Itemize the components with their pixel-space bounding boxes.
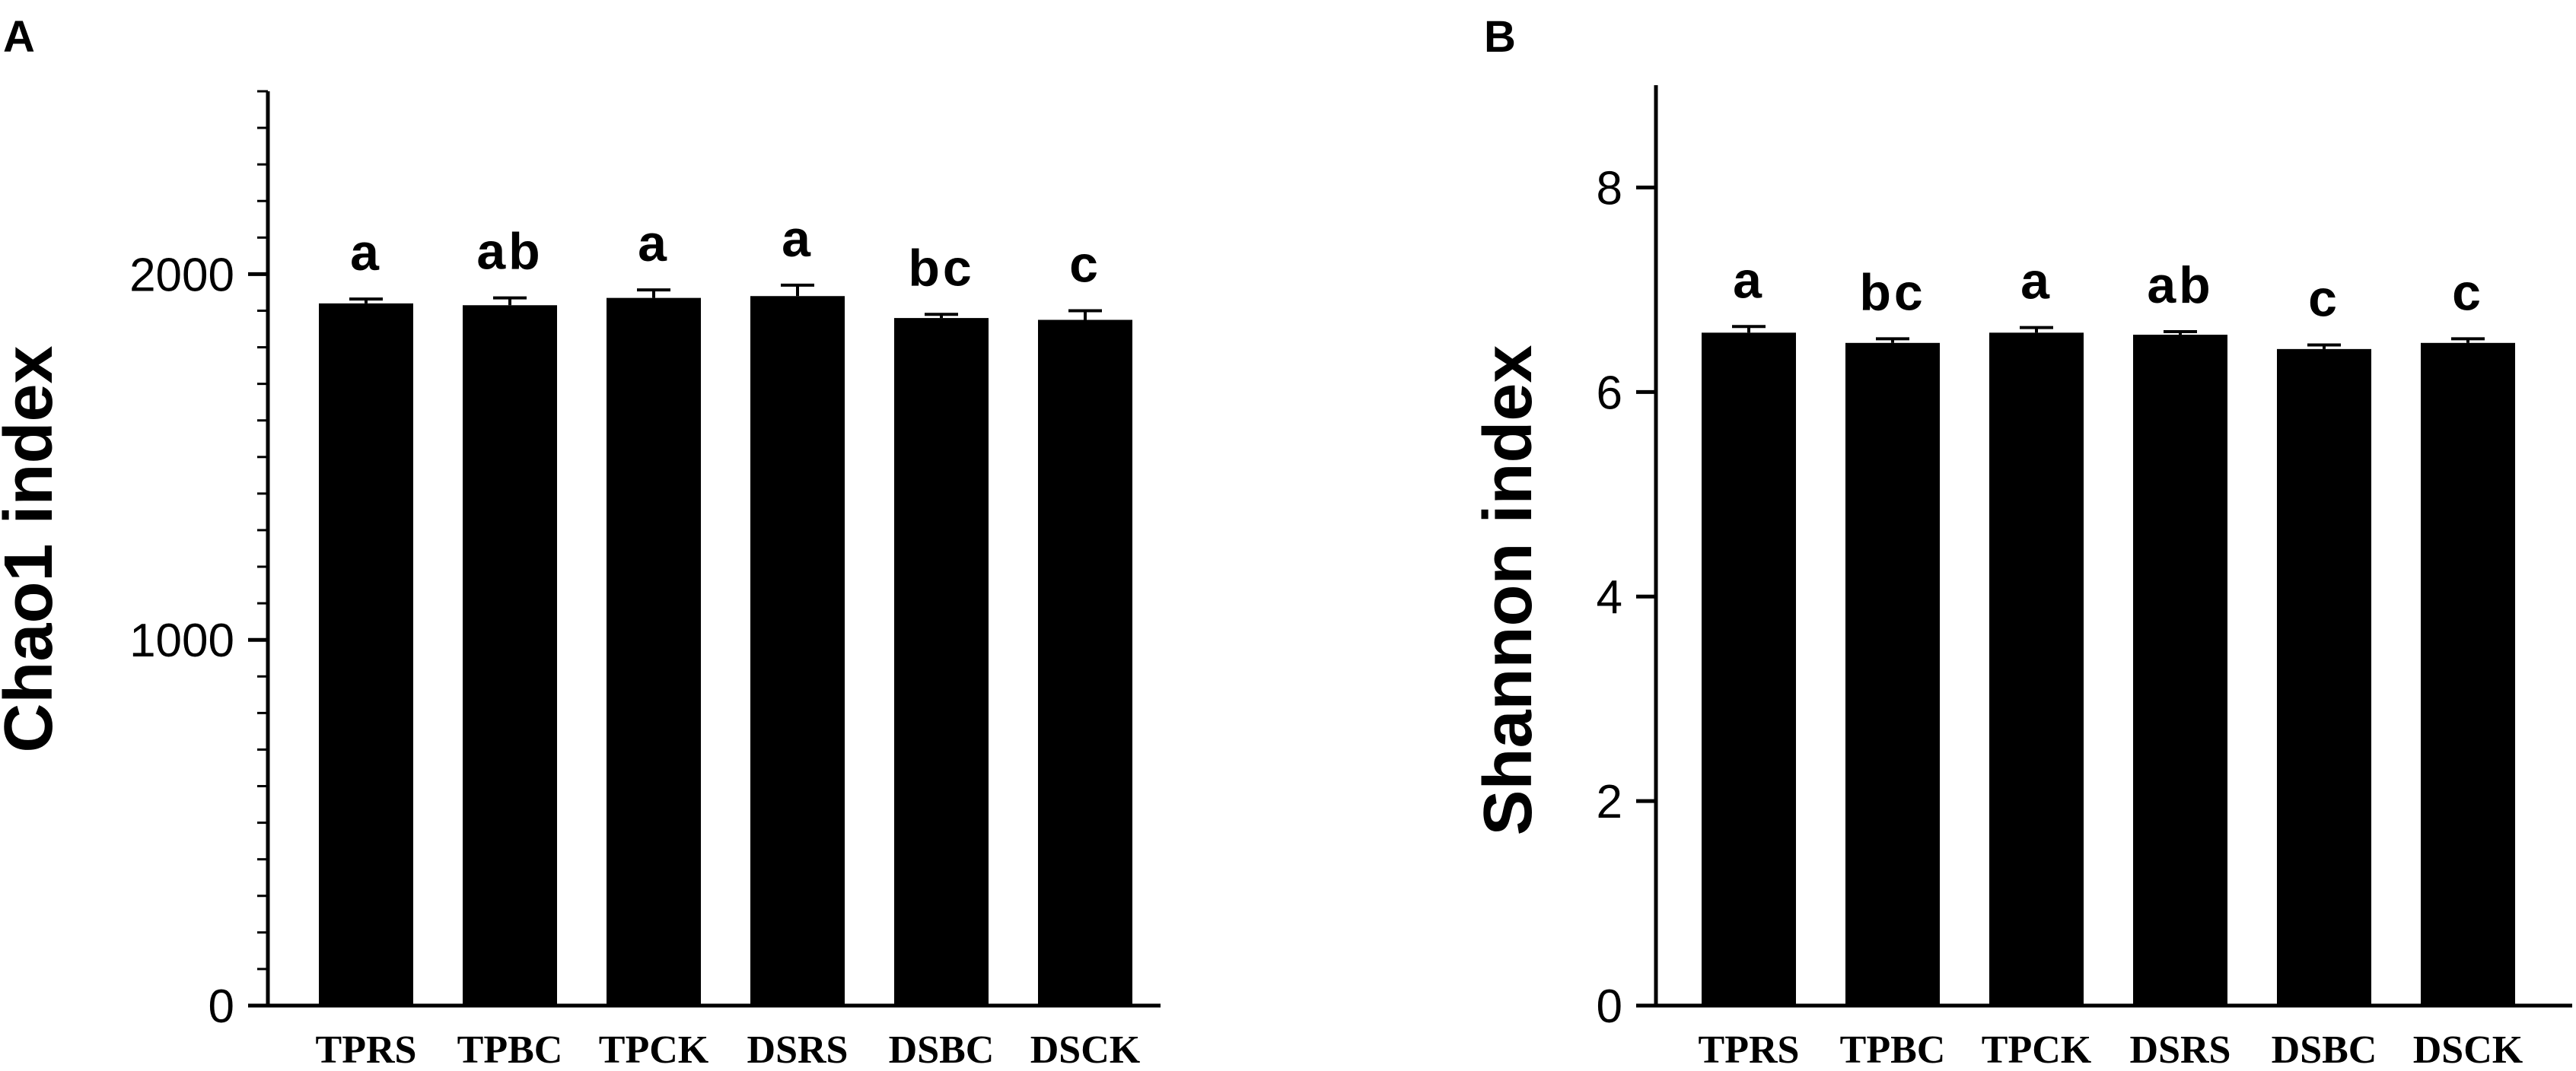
x-tick-label: TPRS [1699,1028,1800,1071]
significance-label: a [638,215,670,272]
significance-label: a [1733,251,1765,309]
bars-b: a TPRS bc TPBC a TPCK ab DSRS c DSBC c DSCK [1699,251,2523,1071]
y-tick-label: 0 [1597,980,1622,1033]
y-tick-label: 2 [1597,776,1622,828]
x-tick-label: DSRS [747,1028,849,1071]
bars-a: a TPRS ab TPBC a TPCK a DSRS bc DSBC c DSCK [316,210,1141,1071]
y-axis-label-a: Chao1 index [0,345,67,752]
x-tick-label: TPBC [1840,1028,1946,1071]
x-tick-label: TPCK [1982,1028,2092,1071]
chart-panel-b: B Shannon index 0 2 4 6 8 a TPRS bc TPBC a TPCK ab… [1470,12,2572,1071]
x-tick-label: TPBC [457,1028,563,1071]
significance-label: c [2452,263,2484,321]
bar [2133,335,2227,1006]
significance-label: a [2020,253,2052,310]
bar [894,318,989,1006]
bar [607,297,701,1006]
y-tick-label: 8 [1597,162,1622,215]
x-tick-label: TPCK [599,1028,709,1071]
significance-label: c [2308,269,2340,327]
panel-letter-a: A [3,12,35,62]
significance-label: a [350,224,382,281]
significance-label: bc [1859,263,1925,321]
x-tick-label: DSCK [2413,1028,2523,1071]
axes-a: 0 1000 2000 [129,90,1161,1033]
significance-label: c [1069,235,1101,293]
y-axis-label-b: Shannon index [1470,345,1546,835]
significance-label: a [782,210,814,268]
bar [319,303,413,1006]
y-tick-label: 6 [1597,367,1622,419]
axes-b: 0 2 4 6 8 [1597,85,2572,1033]
x-tick-label: TPRS [316,1028,417,1071]
x-tick-label: DSRS [2130,1028,2231,1071]
bar [1989,332,2084,1006]
x-tick-label: DSCK [1030,1028,1141,1071]
y-tick-label: 0 [209,980,234,1033]
y-tick-label: 1000 [129,615,234,667]
y-tick-label: 2000 [129,249,234,301]
bar [750,296,845,1006]
significance-label: ab [2147,256,2213,314]
bar [1038,319,1132,1006]
chart-panel-a: A Chao1 index 0 1000 2000 a TPRS ab TPBC a TPCK… [0,12,1161,1071]
bar [463,305,557,1006]
x-tick-label: DSBC [2272,1028,2377,1071]
panel-letter-b: B [1484,12,1516,62]
bar [1702,332,1796,1006]
significance-label: bc [908,239,974,297]
x-tick-label: DSBC [889,1028,995,1071]
y-tick-label: 4 [1597,571,1622,624]
bar [2421,342,2515,1006]
significance-label: ab [476,223,543,281]
bar [1845,342,1940,1006]
bar [2277,348,2371,1006]
